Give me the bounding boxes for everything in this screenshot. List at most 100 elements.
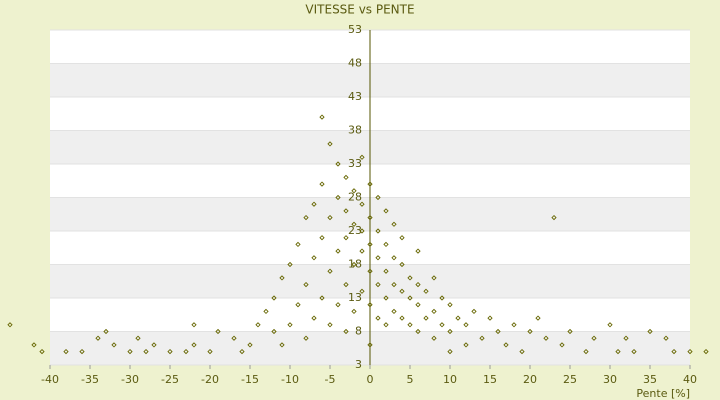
point xyxy=(215,328,221,335)
point xyxy=(271,295,277,301)
y-tick-label: 38 xyxy=(348,124,362,137)
x-tick-label: -40 xyxy=(41,373,59,386)
point xyxy=(231,335,237,341)
point xyxy=(367,268,373,274)
point xyxy=(447,328,453,335)
point xyxy=(567,328,573,335)
point xyxy=(359,288,365,294)
point xyxy=(687,348,693,355)
point xyxy=(367,342,373,348)
point xyxy=(543,335,549,341)
point xyxy=(511,322,517,328)
point xyxy=(519,348,525,355)
point xyxy=(407,295,413,301)
point xyxy=(343,235,349,241)
point xyxy=(335,302,341,308)
point xyxy=(671,348,677,355)
point xyxy=(359,201,365,207)
point xyxy=(423,315,429,321)
point xyxy=(343,281,349,288)
point xyxy=(703,348,709,355)
point xyxy=(271,328,277,335)
point xyxy=(335,248,341,254)
point xyxy=(375,315,381,321)
x-tick-label: -15 xyxy=(241,373,259,386)
point xyxy=(383,241,389,248)
point xyxy=(111,342,117,348)
point xyxy=(7,322,13,328)
y-tick-label: 8 xyxy=(355,325,362,338)
point xyxy=(631,348,637,355)
point xyxy=(479,335,485,341)
point xyxy=(279,275,285,281)
point xyxy=(407,322,413,328)
point xyxy=(295,302,301,308)
point xyxy=(359,248,365,254)
chart-title: VITESSE vs PENTE xyxy=(305,3,414,17)
point xyxy=(207,348,213,355)
point xyxy=(487,315,493,321)
point xyxy=(247,342,253,348)
point xyxy=(375,255,381,261)
point xyxy=(103,328,109,335)
point xyxy=(303,281,309,288)
y-tick-label: 13 xyxy=(348,291,362,304)
point xyxy=(311,315,317,321)
point xyxy=(663,335,669,341)
point xyxy=(327,141,333,147)
point xyxy=(415,281,421,288)
x-axis-label: Pente [%] xyxy=(636,387,690,400)
y-tick-label: 53 xyxy=(348,23,362,36)
point xyxy=(311,255,317,261)
point xyxy=(463,342,469,348)
point xyxy=(239,348,245,355)
point xyxy=(95,335,101,341)
point xyxy=(63,348,69,355)
point xyxy=(383,208,389,214)
point xyxy=(399,261,405,268)
point xyxy=(415,328,421,335)
x-tick-label: 15 xyxy=(483,373,497,386)
point xyxy=(351,188,357,194)
point xyxy=(351,221,357,227)
point xyxy=(367,302,373,308)
point xyxy=(439,295,445,301)
point xyxy=(455,315,461,321)
point xyxy=(551,214,557,221)
point xyxy=(503,342,509,348)
x-tick-label: 30 xyxy=(603,373,617,386)
point xyxy=(495,328,501,335)
point xyxy=(343,174,349,181)
point xyxy=(407,275,413,281)
point xyxy=(135,335,141,341)
point xyxy=(535,315,541,321)
point xyxy=(263,308,269,315)
point xyxy=(591,335,597,341)
point xyxy=(311,201,317,207)
point xyxy=(375,194,381,201)
point xyxy=(343,328,349,335)
point xyxy=(439,322,445,328)
point xyxy=(431,275,437,281)
point xyxy=(391,221,397,227)
point xyxy=(287,261,293,268)
point xyxy=(527,328,533,335)
point xyxy=(127,348,133,355)
point xyxy=(319,295,325,301)
point xyxy=(191,342,197,348)
point xyxy=(447,302,453,308)
point xyxy=(463,322,469,328)
point xyxy=(367,181,373,187)
point xyxy=(351,261,357,268)
x-tick-label: 0 xyxy=(367,373,374,386)
point xyxy=(303,214,309,221)
point xyxy=(303,335,309,341)
x-tick-label: 20 xyxy=(523,373,537,386)
point xyxy=(583,348,589,355)
point xyxy=(31,342,37,348)
y-tick-label: 43 xyxy=(348,90,362,103)
point xyxy=(623,335,629,341)
point xyxy=(399,315,405,321)
point xyxy=(607,322,613,328)
x-tick-label: -5 xyxy=(325,373,336,386)
